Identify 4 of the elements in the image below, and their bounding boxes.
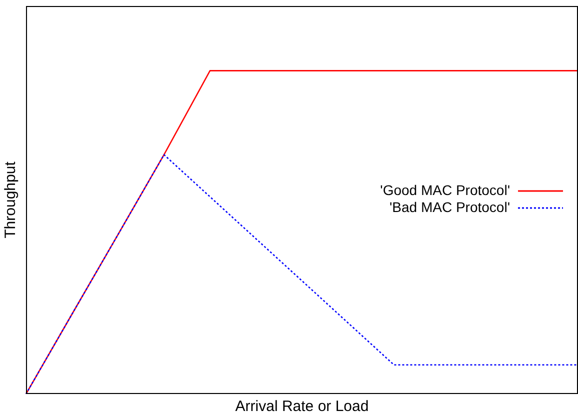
- x-axis-title: Arrival Rate or Load: [235, 398, 369, 416]
- y-axis-title: Throughput: [2, 160, 20, 238]
- legend-label: 'Good MAC Protocol': [380, 182, 510, 198]
- legend-label: 'Bad MAC Protocol': [389, 198, 510, 215]
